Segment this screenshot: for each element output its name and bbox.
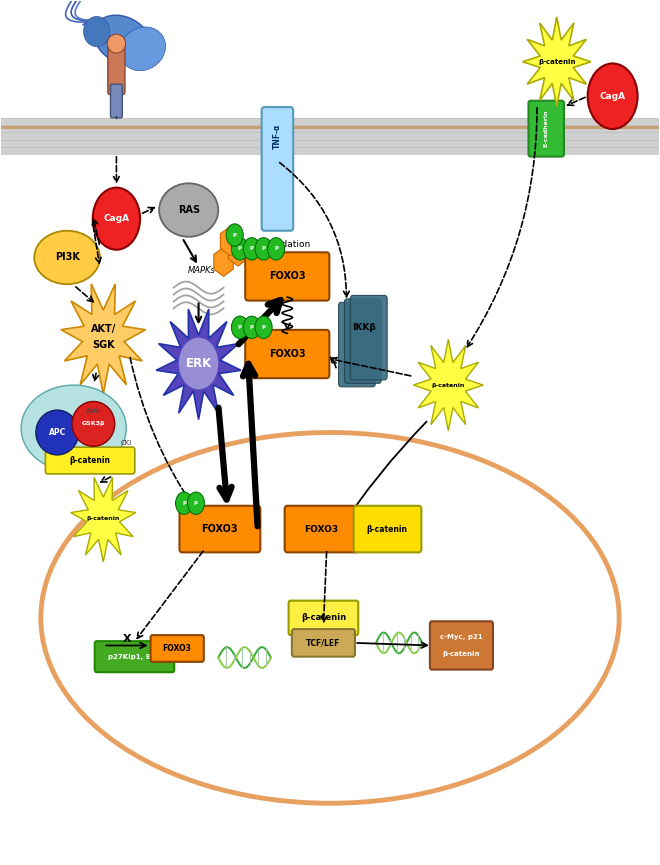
Ellipse shape (120, 27, 166, 71)
FancyBboxPatch shape (430, 621, 493, 670)
Bar (1, 118, 659, 154)
FancyBboxPatch shape (246, 330, 329, 378)
Text: PI3K: PI3K (55, 253, 80, 262)
Text: β-catenin: β-catenin (69, 456, 111, 465)
Circle shape (93, 188, 140, 250)
Text: IKKβ: IKKβ (352, 323, 376, 332)
FancyBboxPatch shape (150, 635, 204, 662)
Ellipse shape (36, 410, 79, 455)
Text: P: P (233, 233, 237, 238)
FancyBboxPatch shape (354, 506, 421, 553)
Text: P: P (274, 247, 278, 252)
Polygon shape (71, 477, 136, 562)
Text: CagA: CagA (104, 215, 129, 223)
Text: FOXO3: FOXO3 (304, 524, 339, 534)
Bar (1, 125, 659, 129)
Text: RAS: RAS (178, 205, 200, 215)
Text: β-catenin: β-catenin (86, 516, 120, 522)
FancyBboxPatch shape (345, 298, 381, 383)
Text: p27Kip1, Bim: p27Kip1, Bim (108, 654, 160, 660)
Text: β-catenin: β-catenin (301, 613, 346, 623)
Circle shape (232, 238, 249, 260)
Text: TCF/LEF: TCF/LEF (306, 638, 341, 647)
Circle shape (232, 316, 249, 338)
Text: X: X (123, 633, 131, 644)
FancyBboxPatch shape (110, 84, 122, 118)
FancyBboxPatch shape (180, 506, 260, 553)
Text: P: P (182, 501, 186, 506)
Polygon shape (523, 17, 591, 106)
FancyBboxPatch shape (288, 600, 358, 635)
Ellipse shape (72, 401, 115, 446)
Text: FOXO3: FOXO3 (269, 272, 306, 281)
Text: β-catenin: β-catenin (443, 651, 480, 657)
Text: FOXO3: FOXO3 (201, 524, 238, 534)
Text: P: P (261, 247, 265, 252)
Text: Axin: Axin (86, 408, 101, 414)
Text: P: P (238, 325, 242, 330)
Circle shape (255, 316, 272, 338)
FancyBboxPatch shape (261, 107, 293, 231)
Ellipse shape (34, 231, 100, 285)
Text: E-cadherin: E-cadherin (544, 110, 548, 147)
Circle shape (244, 238, 260, 260)
Text: Degradation: Degradation (254, 240, 311, 249)
Ellipse shape (84, 16, 110, 47)
FancyBboxPatch shape (246, 253, 329, 300)
Circle shape (179, 337, 218, 389)
Ellipse shape (21, 385, 126, 471)
Text: FOXO3: FOXO3 (162, 644, 191, 653)
Text: P: P (261, 325, 265, 330)
Text: GSK3β: GSK3β (82, 421, 105, 426)
Circle shape (587, 63, 638, 129)
Circle shape (244, 316, 260, 338)
Text: P: P (194, 501, 198, 506)
FancyBboxPatch shape (95, 641, 174, 672)
Text: CKI: CKI (121, 439, 132, 445)
Circle shape (187, 492, 205, 515)
FancyBboxPatch shape (529, 100, 564, 157)
Text: APC: APC (49, 428, 66, 437)
FancyBboxPatch shape (350, 296, 387, 380)
FancyBboxPatch shape (108, 42, 125, 94)
Text: β-catenin: β-catenin (432, 382, 465, 388)
Text: SGK: SGK (92, 340, 115, 349)
Ellipse shape (107, 34, 125, 53)
Text: ERK: ERK (185, 357, 212, 370)
Text: FOXO3: FOXO3 (269, 349, 306, 359)
FancyBboxPatch shape (339, 302, 376, 387)
FancyBboxPatch shape (46, 447, 135, 474)
Text: TNF-α: TNF-α (273, 124, 282, 149)
Circle shape (226, 224, 244, 247)
FancyBboxPatch shape (292, 629, 355, 657)
Text: P: P (238, 247, 242, 252)
Circle shape (267, 238, 284, 260)
Text: CagA: CagA (599, 92, 626, 100)
Polygon shape (61, 284, 146, 394)
Text: AKT/: AKT/ (90, 324, 116, 334)
Text: P: P (249, 247, 254, 252)
Text: c-Myc, p21: c-Myc, p21 (440, 634, 482, 640)
FancyBboxPatch shape (284, 506, 359, 553)
Ellipse shape (159, 183, 218, 237)
Circle shape (255, 238, 272, 260)
Ellipse shape (94, 16, 152, 65)
Text: MAPKs: MAPKs (188, 266, 216, 275)
Text: P: P (249, 325, 254, 330)
Circle shape (176, 492, 193, 515)
Text: β-catenin: β-catenin (538, 59, 576, 65)
Polygon shape (156, 309, 241, 420)
Text: β-catenin: β-catenin (367, 524, 408, 534)
Polygon shape (413, 339, 483, 431)
